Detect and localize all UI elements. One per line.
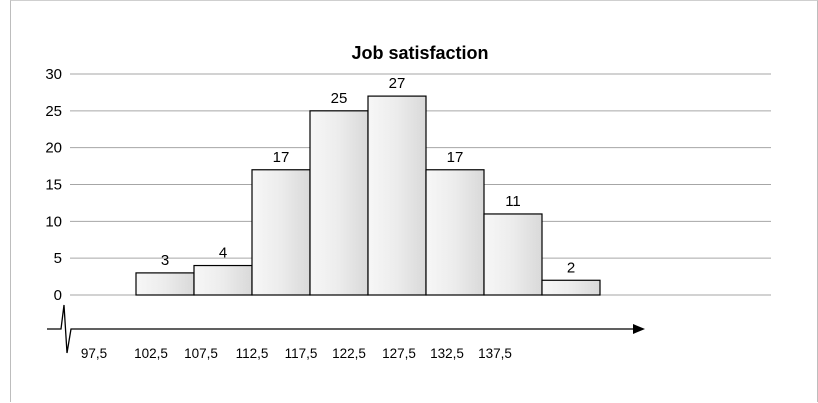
bars — [135, 95, 601, 296]
histogram-chart: Job satisfaction 0 5 10 15 20 25 30 3 4 17 25 27 17… — [45, 43, 771, 361]
bar-value-label: 25 — [331, 90, 348, 107]
x-tick-label: 107,5 — [184, 346, 218, 361]
bar-value-label: 3 — [161, 252, 169, 269]
x-tick-label: 97,5 — [81, 346, 107, 361]
x-axis-arrowhead — [633, 324, 645, 334]
y-tick-label: 25 — [45, 103, 62, 120]
y-tick-label: 5 — [54, 250, 62, 267]
bar-1 — [193, 264, 253, 296]
x-tick-label: 117,5 — [285, 346, 318, 361]
y-tick-label: 0 — [54, 287, 62, 304]
chart-title: Job satisfaction — [351, 43, 488, 63]
bar-value-label: 17 — [273, 149, 290, 166]
bar-value-label: 2 — [567, 259, 575, 276]
x-tick-label: 137,5 — [478, 346, 512, 361]
x-axis — [47, 304, 645, 354]
bar-value-label: 4 — [219, 245, 227, 262]
x-tick-label: 127,5 — [382, 346, 416, 361]
bar-2 — [251, 169, 311, 296]
bar-value-label: 27 — [389, 75, 406, 92]
bar-7 — [541, 279, 601, 296]
chart-frame: Job satisfaction 0 5 10 15 20 25 30 3 4 17 25 27 17… — [10, 0, 818, 402]
x-tick-label: 112,5 — [236, 346, 269, 361]
y-tick-label: 10 — [45, 213, 62, 230]
y-tick-label: 20 — [45, 140, 62, 157]
bar-value-labels: 3 4 17 25 27 17 11 2 — [161, 75, 575, 276]
y-axis-tick-labels: 0 5 10 15 20 25 30 — [45, 66, 62, 304]
y-tick-label: 30 — [45, 66, 62, 83]
bar-4 — [367, 95, 427, 296]
bar-5 — [425, 169, 485, 296]
x-tick-label: 102,5 — [134, 346, 168, 361]
bar-value-label: 17 — [447, 149, 464, 166]
bar-3 — [309, 110, 369, 296]
y-tick-label: 15 — [45, 177, 62, 194]
x-axis-line-with-break — [47, 304, 639, 354]
bar-6 — [483, 213, 543, 296]
x-tick-label: 122,5 — [332, 346, 366, 361]
bar-value-label: 11 — [505, 193, 521, 210]
x-tick-label: 132,5 — [430, 346, 464, 361]
bar-0 — [135, 272, 195, 296]
x-axis-tick-labels: 97,5 102,5 107,5 112,5 117,5 122,5 127,5 132,5 1… — [81, 346, 512, 361]
